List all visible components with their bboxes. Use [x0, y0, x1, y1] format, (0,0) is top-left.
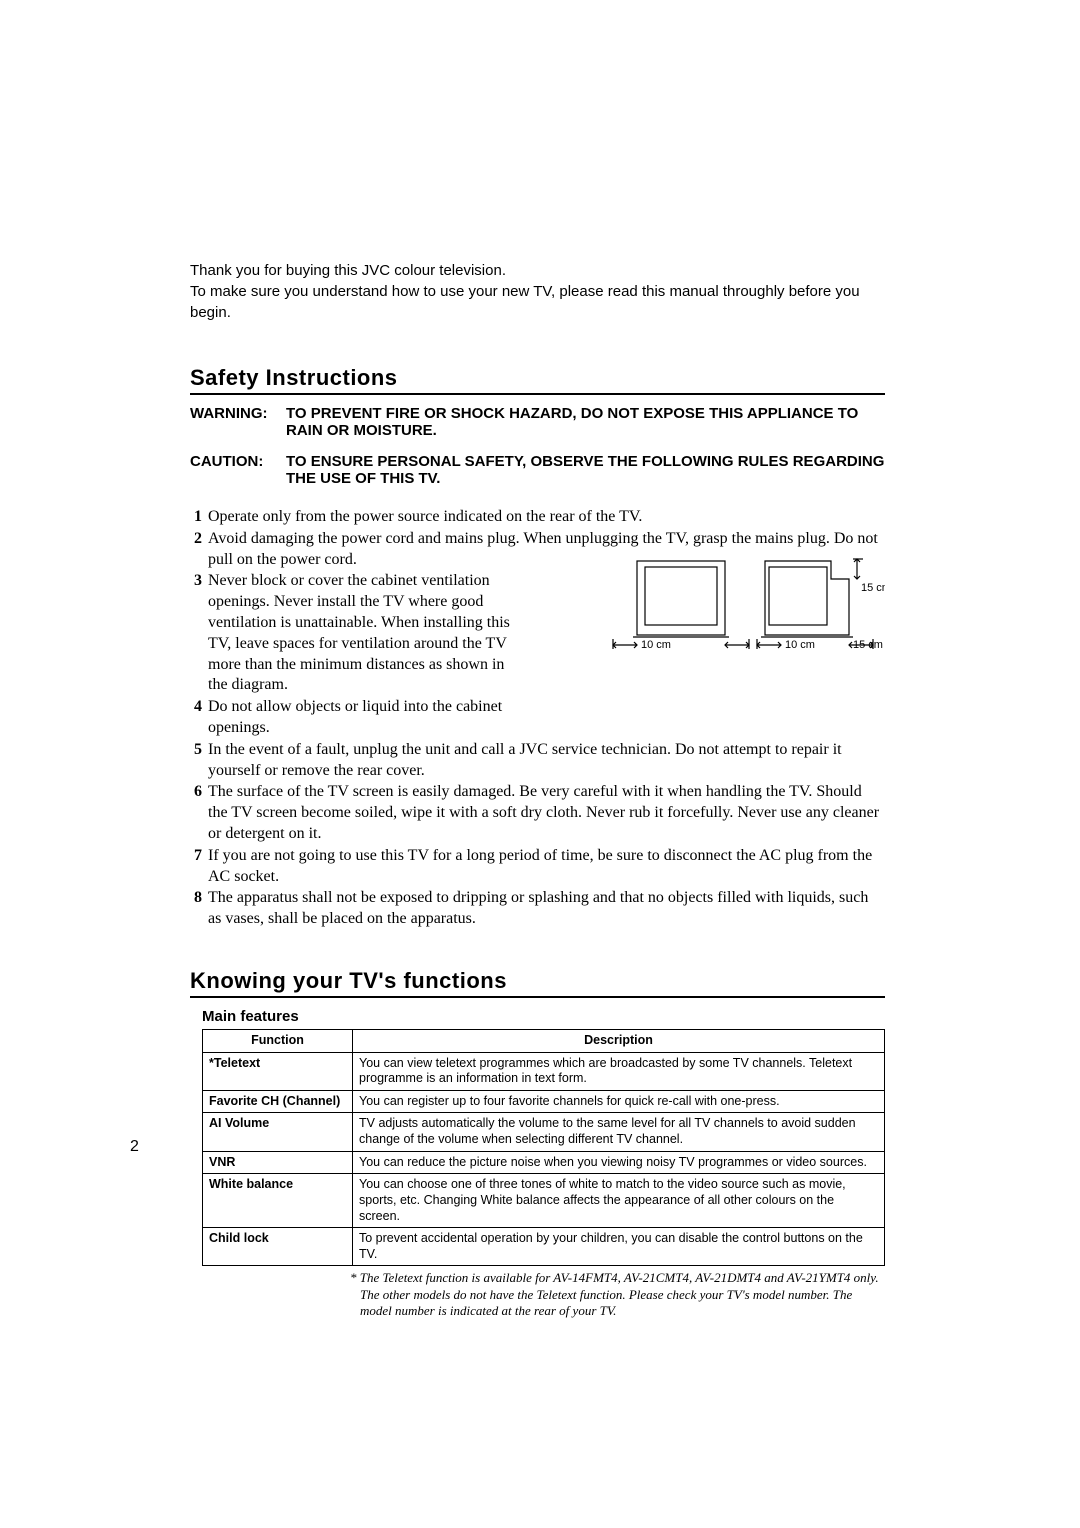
safety-item-text: In the event of a fault, unplug the unit…: [208, 740, 885, 782]
table-row: Child lockTo prevent accidental operatio…: [203, 1228, 885, 1266]
intro-line1: Thank you for buying this JVC colour tel…: [190, 262, 506, 279]
safety-item-text: The apparatus shall not be exposed to dr…: [208, 888, 885, 930]
teletext-footnote: * The Teletext function is available for…: [350, 1270, 885, 1319]
desc-cell: You can register up to four favorite cha…: [353, 1090, 885, 1113]
safety-item-text: Operate only from the power source indic…: [208, 507, 885, 528]
table-row: VNRYou can reduce the picture noise when…: [203, 1151, 885, 1174]
caution-line: CAUTION: TO ENSURE PERSONAL SAFETY, OBSE…: [190, 453, 885, 487]
warning-label: WARNING:: [190, 405, 286, 439]
desc-cell: You can choose one of three tones of whi…: [353, 1174, 885, 1228]
safety-item: 4Do not allow objects or liquid into the…: [190, 697, 885, 739]
desc-cell: To prevent accidental operation by your …: [353, 1228, 885, 1266]
safety-heading: Safety Instructions: [190, 365, 885, 395]
fn-cell: VNR: [203, 1151, 353, 1174]
diagram-label: 10 cm: [641, 639, 671, 651]
page-number: 2: [130, 1138, 139, 1156]
table-row: *TeletextYou can view teletext programme…: [203, 1052, 885, 1090]
safety-item-text: The surface of the TV screen is easily d…: [208, 782, 885, 844]
safety-section: Safety Instructions WARNING: TO PREVENT …: [190, 365, 885, 930]
diagram-label: 10 cm: [785, 639, 815, 651]
features-table: Function Description *TeletextYou can vi…: [202, 1029, 885, 1267]
col-function: Function: [203, 1029, 353, 1052]
col-description: Description: [353, 1029, 885, 1052]
fn-cell: Favorite CH (Channel): [203, 1090, 353, 1113]
fn-cell: Child lock: [203, 1228, 353, 1266]
diagram-label: 15 cm: [853, 639, 883, 651]
safety-item-text: If you are not going to use this TV for …: [208, 846, 885, 888]
fn-cell: AI Volume: [203, 1113, 353, 1151]
functions-subheading: Main features: [202, 1008, 885, 1025]
safety-item-text: Do not allow objects or liquid into the …: [208, 697, 518, 739]
table-row: Favorite CH (Channel)You can register up…: [203, 1090, 885, 1113]
functions-section: Knowing your TV's functions Main feature…: [190, 968, 885, 1319]
table-header-row: Function Description: [203, 1029, 885, 1052]
safety-item: 8The apparatus shall not be exposed to d…: [190, 888, 885, 930]
functions-heading: Knowing your TV's functions: [190, 968, 885, 998]
ventilation-diagram: 10 cm 10 cm 15 cm 15 cm: [609, 549, 885, 653]
diagram-label: 15 cm: [861, 582, 885, 594]
safety-item-text: Never block or cover the cabinet ventila…: [208, 571, 518, 696]
warning-text: TO PREVENT FIRE OR SHOCK HAZARD, DO NOT …: [286, 405, 885, 439]
safety-body: 1Operate only from the power source indi…: [190, 507, 885, 930]
fn-cell: White balance: [203, 1174, 353, 1228]
caution-text: TO ENSURE PERSONAL SAFETY, OBSERVE THE F…: [286, 453, 885, 487]
intro-line2: To make sure you understand how to use y…: [190, 283, 860, 321]
table-row: AI VolumeTV adjusts automatically the vo…: [203, 1113, 885, 1151]
intro-text: Thank you for buying this JVC colour tel…: [190, 260, 885, 323]
safety-item: 7If you are not going to use this TV for…: [190, 846, 885, 888]
safety-item: 5In the event of a fault, unplug the uni…: [190, 740, 885, 782]
safety-item: 1Operate only from the power source indi…: [190, 507, 885, 528]
desc-cell: TV adjusts automatically the volume to t…: [353, 1113, 885, 1151]
fn-cell: *Teletext: [203, 1052, 353, 1090]
warning-line: WARNING: TO PREVENT FIRE OR SHOCK HAZARD…: [190, 405, 885, 439]
desc-cell: You can view teletext programmes which a…: [353, 1052, 885, 1090]
safety-item: 6The surface of the TV screen is easily …: [190, 782, 885, 844]
table-row: White balanceYou can choose one of three…: [203, 1174, 885, 1228]
caution-label: CAUTION:: [190, 453, 286, 487]
desc-cell: You can reduce the picture noise when yo…: [353, 1151, 885, 1174]
